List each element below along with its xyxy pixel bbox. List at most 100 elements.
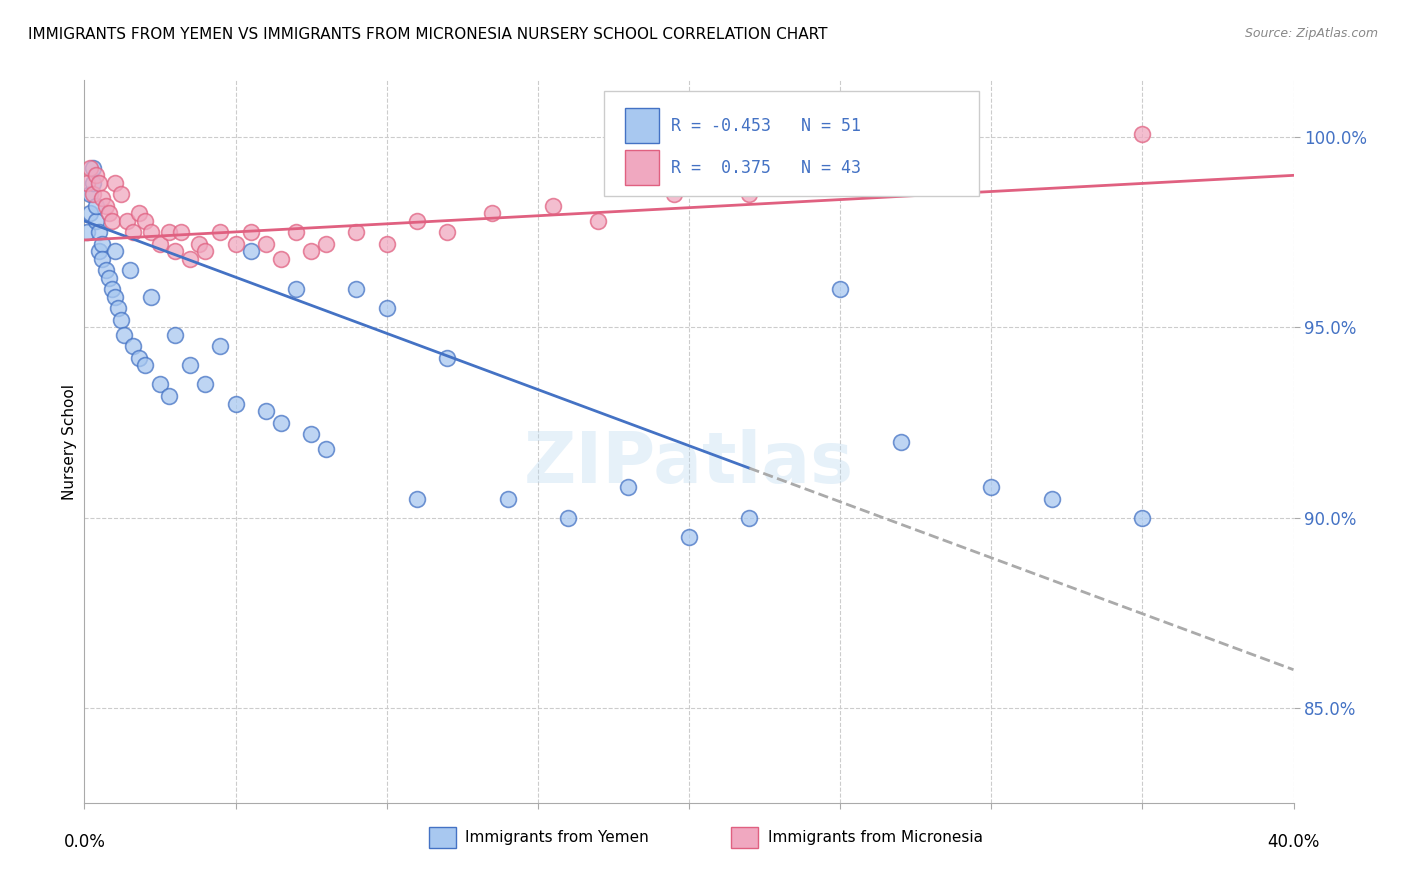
- Point: [170, 226, 193, 240]
- Text: ZIPatlas: ZIPatlas: [524, 429, 853, 498]
- Point: [285, 226, 308, 240]
- Point: [346, 282, 368, 296]
- Y-axis label: Nursery School: Nursery School: [62, 384, 77, 500]
- Point: [89, 176, 111, 190]
- Point: [115, 214, 138, 228]
- Point: [299, 426, 322, 441]
- Point: [82, 161, 104, 175]
- Text: R = -0.453   N = 51: R = -0.453 N = 51: [671, 117, 860, 135]
- Point: [104, 290, 127, 304]
- Point: [270, 416, 292, 430]
- Text: 0.0%: 0.0%: [63, 833, 105, 851]
- Point: [557, 510, 579, 524]
- Point: [738, 187, 761, 202]
- Point: [104, 176, 127, 190]
- Point: [110, 313, 132, 327]
- Point: [270, 252, 292, 266]
- Point: [315, 236, 337, 251]
- FancyBboxPatch shape: [429, 828, 456, 847]
- Point: [588, 214, 610, 228]
- Point: [121, 339, 143, 353]
- FancyBboxPatch shape: [731, 828, 758, 847]
- Point: [157, 389, 180, 403]
- Point: [165, 328, 187, 343]
- Point: [375, 301, 398, 316]
- Point: [149, 236, 172, 251]
- Point: [225, 396, 247, 410]
- Point: [128, 351, 150, 365]
- Point: [89, 226, 111, 240]
- Point: [239, 244, 262, 259]
- Point: [86, 169, 108, 183]
- Point: [239, 226, 262, 240]
- Point: [254, 236, 277, 251]
- Point: [254, 404, 277, 418]
- Point: [436, 351, 458, 365]
- Point: [139, 290, 162, 304]
- Point: [79, 206, 101, 220]
- Text: IMMIGRANTS FROM YEMEN VS IMMIGRANTS FROM MICRONESIA NURSERY SCHOOL CORRELATION C: IMMIGRANTS FROM YEMEN VS IMMIGRANTS FROM…: [28, 27, 828, 42]
- Point: [406, 491, 429, 506]
- Point: [209, 226, 232, 240]
- Point: [209, 339, 232, 353]
- Point: [830, 282, 852, 296]
- Text: Immigrants from Micronesia: Immigrants from Micronesia: [768, 830, 983, 845]
- Point: [188, 236, 211, 251]
- Point: [112, 328, 135, 343]
- Point: [97, 271, 120, 285]
- Point: [134, 214, 156, 228]
- Point: [110, 187, 132, 202]
- Point: [346, 226, 368, 240]
- Text: 40.0%: 40.0%: [1267, 833, 1320, 851]
- Point: [100, 214, 122, 228]
- Point: [541, 199, 564, 213]
- Text: R =  0.375   N = 43: R = 0.375 N = 43: [671, 159, 860, 177]
- FancyBboxPatch shape: [624, 151, 659, 185]
- Point: [194, 377, 217, 392]
- Point: [285, 282, 308, 296]
- Point: [91, 236, 114, 251]
- Point: [86, 214, 108, 228]
- Text: Immigrants from Yemen: Immigrants from Yemen: [465, 830, 650, 845]
- Point: [157, 226, 180, 240]
- Point: [481, 206, 503, 220]
- Point: [91, 191, 114, 205]
- Point: [1130, 127, 1153, 141]
- Point: [617, 480, 640, 494]
- Point: [97, 206, 120, 220]
- Point: [738, 510, 761, 524]
- FancyBboxPatch shape: [605, 91, 979, 196]
- Point: [678, 530, 700, 544]
- Point: [299, 244, 322, 259]
- Point: [128, 206, 150, 220]
- Point: [79, 161, 101, 175]
- Point: [89, 244, 111, 259]
- Point: [375, 236, 398, 251]
- Point: [406, 214, 429, 228]
- Point: [436, 226, 458, 240]
- Point: [165, 244, 187, 259]
- Text: Source: ZipAtlas.com: Source: ZipAtlas.com: [1244, 27, 1378, 40]
- Point: [82, 187, 104, 202]
- Point: [662, 187, 685, 202]
- Point: [1130, 510, 1153, 524]
- Point: [107, 301, 129, 316]
- Point: [225, 236, 247, 251]
- Point: [830, 176, 852, 190]
- Point: [134, 359, 156, 373]
- Point: [315, 442, 337, 457]
- Point: [121, 226, 143, 240]
- Point: [139, 226, 162, 240]
- Point: [76, 226, 98, 240]
- Point: [194, 244, 217, 259]
- Point: [86, 199, 108, 213]
- Point: [76, 176, 98, 190]
- Point: [980, 480, 1002, 494]
- Point: [149, 377, 172, 392]
- Point: [1040, 491, 1063, 506]
- Point: [94, 263, 117, 277]
- Point: [496, 491, 519, 506]
- Point: [890, 434, 912, 449]
- Point: [100, 282, 122, 296]
- Point: [104, 244, 127, 259]
